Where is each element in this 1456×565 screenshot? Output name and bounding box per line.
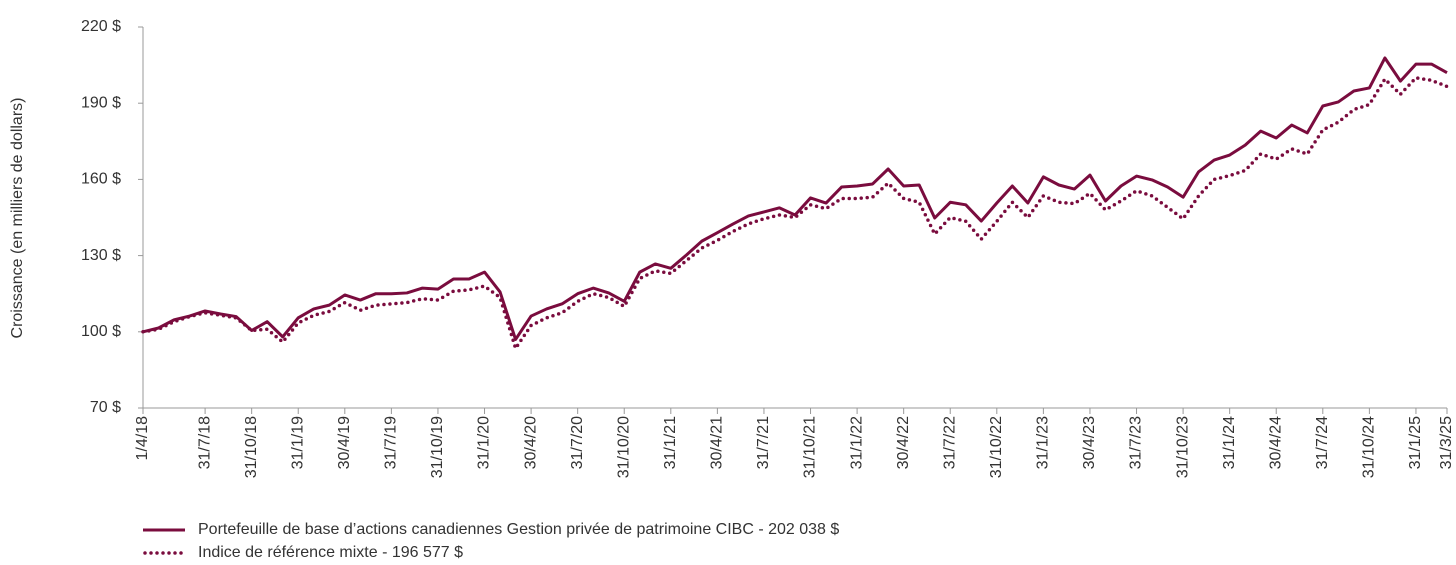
x-tick-label: 31/1/23 [1035, 416, 1052, 469]
x-tick-label: 31/1/24 [1221, 416, 1238, 469]
series-line [141, 76, 1449, 351]
y-tick-label: 70 $ [90, 399, 121, 416]
legend-label: Indice de référence mixte - 196 577 $ [198, 544, 463, 561]
x-tick-label: 30/4/21 [709, 416, 726, 469]
y-axis-title: Croissance (en milliers de dollars) [9, 98, 26, 339]
series-line [142, 56, 1448, 341]
x-tick-label: 31/1/20 [476, 416, 493, 469]
x-tick-label: 30/4/20 [522, 416, 539, 469]
y-tick-label: 220 $ [81, 18, 121, 35]
x-tick-label: 31/7/21 [755, 416, 772, 469]
x-tick-label: 31/10/23 [1174, 416, 1191, 478]
x-tick-label: 31/1/22 [848, 416, 865, 469]
y-tick-label: 160 $ [81, 171, 121, 188]
x-tick-label: 31/1/19 [289, 416, 306, 469]
x-tick-label: 30/4/24 [1267, 416, 1284, 469]
x-tick-label: 31/10/22 [988, 416, 1005, 478]
x-tick-label: 31/10/21 [802, 416, 819, 478]
x-tick-label: 31/7/20 [569, 416, 586, 469]
x-tick-label: 31/7/19 [383, 416, 400, 469]
x-tick-label: 31/10/18 [243, 416, 260, 478]
x-tick-label: 1/4/18 [134, 416, 151, 461]
x-tick-label: 30/4/19 [336, 416, 353, 469]
x-tick-label: 31/7/24 [1314, 416, 1331, 469]
y-tick-label: 190 $ [81, 94, 121, 111]
y-tick-label: 100 $ [81, 323, 121, 340]
x-tick-label: 31/3/25 [1438, 416, 1455, 469]
legend-label: Portefeuille de base d’actions canadienn… [198, 521, 839, 538]
x-tick-label: 31/10/20 [615, 416, 632, 478]
x-tick-label: 31/7/18 [196, 416, 213, 469]
x-tick-label: 31/7/22 [941, 416, 958, 469]
x-tick-label: 31/10/19 [429, 416, 446, 478]
x-tick-label: 31/10/24 [1361, 416, 1378, 478]
x-tick-label: 31/1/25 [1407, 416, 1424, 469]
x-tick-label: 31/7/23 [1128, 416, 1145, 469]
x-tick-label: 30/4/23 [1081, 416, 1098, 469]
x-tick-label: 31/1/21 [662, 416, 679, 469]
y-tick-label: 130 $ [81, 247, 121, 264]
x-tick-label: 30/4/22 [895, 416, 912, 469]
